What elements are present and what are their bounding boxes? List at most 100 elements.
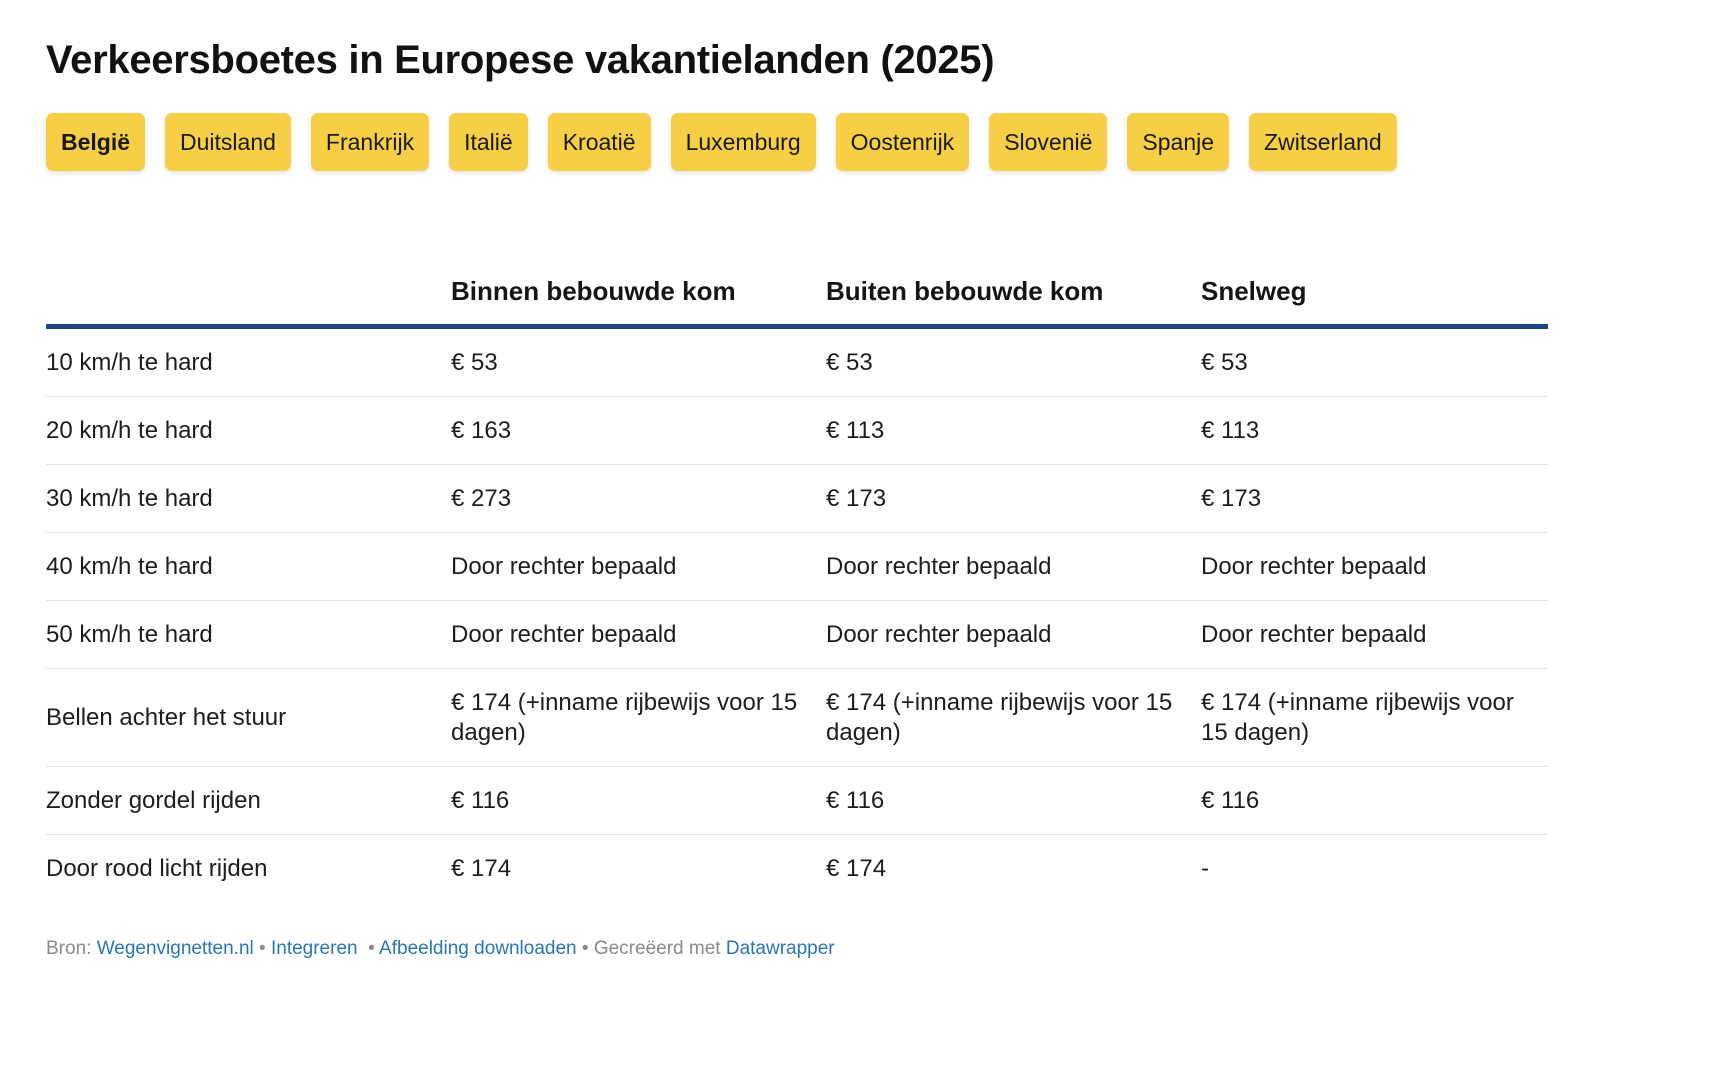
fine-value: € 173 [1201,484,1262,512]
row-label-text: Bellen achter het stuur [46,703,287,731]
fine-value: € 273 [451,484,512,512]
fine-value: Door rechter bepaald [826,620,1052,648]
row-label-text: 20 km/h te hard [46,416,213,444]
fine-cell: € 273 [451,464,826,533]
tab-duitsland[interactable]: Duitsland [165,113,291,171]
tab-oostenrijk[interactable]: Oostenrijk [835,113,970,171]
fine-cell: € 174 (+inname rijbewijs voor 15 dagen) [1201,668,1548,767]
row-label-text: 30 km/h te hard [46,484,213,512]
fine-cell: € 173 [1201,464,1548,533]
row-label: Zonder gordel rijden [46,766,451,835]
row-label-text: Door rood licht rijden [46,854,268,882]
fine-cell: € 113 [1201,396,1548,465]
fine-value: € 116 [1201,786,1260,814]
table-row: Zonder gordel rijden € 116 € 116 € 116 [46,766,1548,835]
fine-value: € 116 [451,786,510,814]
source-link[interactable]: Wegenvignetten.nl [96,938,254,959]
fine-cell: € 174 (+inname rijbewijs voor 15 dagen) [826,668,1201,767]
fine-cell: € 116 [826,766,1201,835]
fine-cell: Door rechter bepaald [826,600,1201,669]
table-row: 40 km/h te hard Door rechter bepaald Door … [46,532,1548,601]
fine-cell: € 174 [826,835,1201,903]
datawrapper-link[interactable]: Datawrapper [725,938,835,959]
table-header-row: Binnen bebouwde kom Buiten bebouwde kom … [46,258,1548,329]
row-label: 30 km/h te hard [46,464,451,533]
fine-value: € 174 [451,854,512,882]
fine-cell: € 116 [1201,766,1548,835]
fine-value: € 53 [451,348,498,376]
fine-cell: € 174 [451,835,826,903]
row-label-text: 40 km/h te hard [46,552,213,580]
column-header-label [46,258,451,329]
tab-kroatie[interactable]: Kroatië [547,113,651,171]
row-label: 40 km/h te hard [46,532,451,601]
fine-cell: € 174 (+inname rijbewijs voor 15 dagen) [451,668,826,767]
tab-belgie[interactable]: België [46,113,146,171]
embed-link[interactable]: Integreren [270,938,358,959]
download-image-link[interactable]: Afbeelding downloaden [379,938,577,959]
table-row: 30 km/h te hard € 273 € 173 € 173 [46,464,1548,533]
table-body: 10 km/h te hard € 53 € 53 € 53 20 km/h te ha… [46,326,1548,903]
fine-cell: Door rechter bepaald [1201,600,1548,669]
row-label: 50 km/h te hard [46,600,451,669]
row-label-text: 50 km/h te hard [46,620,213,648]
fine-value: - [1201,854,1209,882]
table-row: Bellen achter het stuur € 174 (+inname ri… [46,668,1548,767]
fine-value: € 174 (+inname rijbewijs voor 15 dagen) [826,688,1173,746]
tab-italie[interactable]: Italië [449,113,528,171]
fine-cell: Door rechter bepaald [1201,532,1548,601]
separator: • [581,938,589,959]
tab-frankrijk[interactable]: Frankrijk [310,113,430,171]
row-label: 10 km/h te hard [46,326,451,397]
tab-luxemburg[interactable]: Luxemburg [670,113,816,171]
source-label: Bron: [46,938,92,959]
fine-value: € 174 (+inname rijbewijs voor 15 dagen) [451,688,798,746]
fine-value: Door rechter bepaald [1201,620,1427,648]
fine-cell: Door rechter bepaald [826,532,1201,601]
fine-value: Door rechter bepaald [1201,552,1427,580]
tab-slovenie[interactable]: Slovenië [989,113,1108,171]
fine-value: Door rechter bepaald [451,620,677,648]
fine-value: € 113 [826,416,885,444]
fine-cell: Door rechter bepaald [451,532,826,601]
fine-cell: Door rechter bepaald [451,600,826,669]
created-with-label: Gecreëerd met [593,938,721,959]
fine-cell: - [1201,835,1548,903]
fine-cell: € 53 [451,326,826,397]
fine-value: € 53 [1201,348,1248,376]
fine-value: € 174 (+inname rijbewijs voor 15 dagen) [1201,688,1514,746]
fine-value: Door rechter bepaald [826,552,1052,580]
row-label-text: Zonder gordel rijden [46,786,261,814]
row-label: Door rood licht rijden [46,835,451,903]
footer: Bron: Wegenvignetten.nl • Integreren • A… [46,938,835,960]
fine-cell: € 53 [1201,326,1548,397]
row-label-text: 10 km/h te hard [46,348,213,376]
column-header-buiten: Buiten bebouwde kom [826,258,1201,329]
table-row: 50 km/h te hard Door rechter bepaald Door … [46,600,1548,669]
fine-cell: € 116 [451,766,826,835]
fine-cell: € 113 [826,396,1201,465]
fine-value: Door rechter bepaald [451,552,677,580]
separator: • [259,938,266,959]
fine-cell: € 53 [826,326,1201,397]
fine-value: € 163 [451,416,512,444]
fine-cell: € 163 [451,396,826,465]
fine-value: € 174 [826,854,887,882]
separator: • [368,938,375,959]
row-label: 20 km/h te hard [46,396,451,465]
page-title: Verkeersboetes in Europese vakantielande… [46,38,995,82]
fines-table: Binnen bebouwde kom Buiten bebouwde kom … [46,258,1548,902]
fine-value: € 116 [826,786,885,814]
column-header-binnen: Binnen bebouwde kom [451,258,826,329]
fine-value: € 173 [826,484,887,512]
table-row: Door rood licht rijden € 174 € 174 - [46,835,1548,903]
country-tabs: België Duitsland Frankrijk Italië Kroatië Lux… [46,113,1397,171]
table-row: 10 km/h te hard € 53 € 53 € 53 [46,326,1548,397]
row-label: Bellen achter het stuur [46,668,451,767]
column-header-snelweg: Snelweg [1201,258,1548,329]
fine-value: € 113 [1201,416,1260,444]
tab-zwitserland[interactable]: Zwitserland [1249,113,1397,171]
tab-spanje[interactable]: Spanje [1127,113,1230,171]
fine-cell: € 173 [826,464,1201,533]
table-row: 20 km/h te hard € 163 € 113 € 113 [46,396,1548,465]
